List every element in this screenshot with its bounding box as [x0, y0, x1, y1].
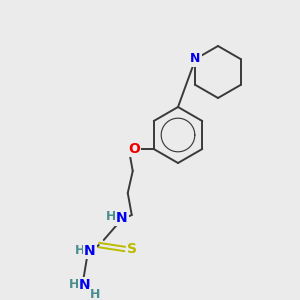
Text: H: H — [90, 287, 100, 300]
Text: H: H — [75, 244, 85, 257]
Text: N: N — [84, 244, 96, 258]
Text: N: N — [190, 52, 201, 65]
Text: O: O — [128, 142, 140, 156]
Text: N: N — [116, 211, 127, 225]
Text: S: S — [127, 242, 137, 256]
Text: N: N — [79, 278, 91, 292]
Text: H: H — [106, 211, 116, 224]
Text: H: H — [69, 278, 79, 292]
